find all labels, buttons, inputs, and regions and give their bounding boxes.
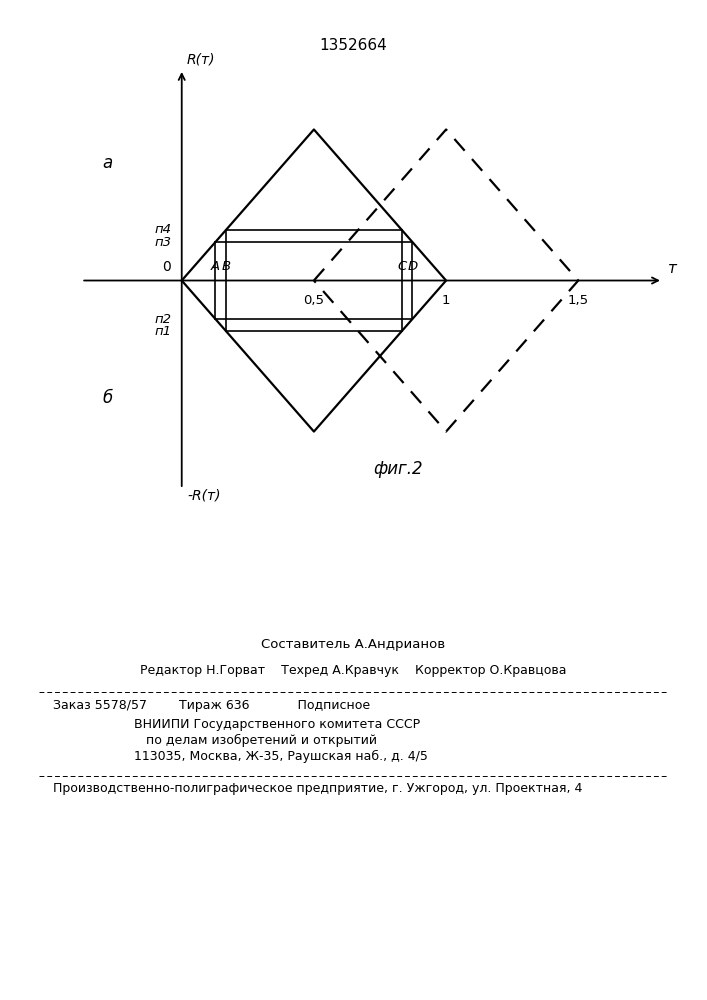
Text: 1,5: 1,5 [568, 294, 589, 307]
Text: 0: 0 [163, 260, 171, 274]
Text: A: A [211, 260, 220, 273]
Text: ВНИИПИ Государственного комитета СССР: ВНИИПИ Государственного комитета СССР [134, 718, 421, 731]
Text: Заказ 5578/57        Тираж 636            Подписное: Заказ 5578/57 Тираж 636 Подписное [53, 699, 370, 712]
Text: R(т): R(т) [187, 52, 216, 66]
Text: б: б [103, 389, 112, 407]
Text: 1352664: 1352664 [320, 38, 387, 53]
Text: п1: п1 [154, 325, 171, 338]
Text: фиг.2: фиг.2 [374, 460, 423, 478]
Text: D: D [407, 260, 418, 273]
Text: Производственно-полиграфическое предприятие, г. Ужгород, ул. Проектная, 4: Производственно-полиграфическое предприя… [53, 782, 583, 795]
Text: Редактор Н.Горват    Техред А.Кравчук    Корректор О.Кравцова: Редактор Н.Горват Техред А.Кравчук Корре… [140, 664, 567, 677]
Text: B: B [221, 260, 230, 273]
Text: C: C [397, 260, 407, 273]
Text: п3: п3 [154, 236, 171, 249]
Text: а: а [103, 154, 112, 172]
Text: т: т [668, 261, 677, 276]
Text: п2: п2 [154, 313, 171, 326]
Text: -R(т): -R(т) [187, 489, 221, 503]
Text: 0,5: 0,5 [303, 294, 325, 307]
Text: 1: 1 [442, 294, 450, 307]
Text: п4: п4 [154, 223, 171, 236]
Text: Составитель А.Андрианов: Составитель А.Андрианов [262, 638, 445, 651]
Text: по делам изобретений и открытий: по делам изобретений и открытий [134, 734, 378, 747]
Text: 113035, Москва, Ж-35, Раушская наб., д. 4/5: 113035, Москва, Ж-35, Раушская наб., д. … [134, 750, 428, 763]
